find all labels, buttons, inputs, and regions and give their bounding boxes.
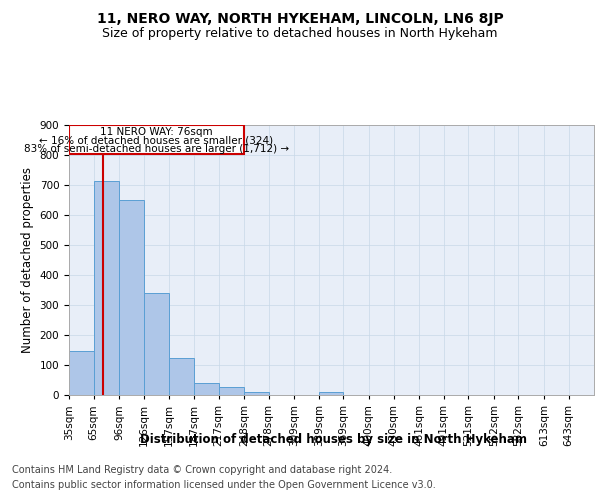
Text: 83% of semi-detached houses are larger (1,712) →: 83% of semi-detached houses are larger (…	[24, 144, 289, 154]
Y-axis label: Number of detached properties: Number of detached properties	[21, 167, 34, 353]
Bar	[169, 358, 194, 395]
Bar	[194, 383, 218, 395]
Text: ← 16% of detached houses are smaller (324): ← 16% of detached houses are smaller (32…	[40, 136, 274, 146]
Bar	[119, 200, 144, 395]
FancyBboxPatch shape	[69, 125, 244, 154]
Text: Size of property relative to detached houses in North Hykeham: Size of property relative to detached ho…	[102, 28, 498, 40]
Bar	[69, 350, 94, 395]
Text: 11, NERO WAY, NORTH HYKEHAM, LINCOLN, LN6 8JP: 11, NERO WAY, NORTH HYKEHAM, LINCOLN, LN…	[97, 12, 503, 26]
Bar	[244, 392, 269, 395]
Text: Distribution of detached houses by size in North Hykeham: Distribution of detached houses by size …	[140, 432, 527, 446]
Text: Contains public sector information licensed under the Open Government Licence v3: Contains public sector information licen…	[12, 480, 436, 490]
Bar	[319, 392, 343, 395]
Text: Contains HM Land Registry data © Crown copyright and database right 2024.: Contains HM Land Registry data © Crown c…	[12, 465, 392, 475]
Bar	[218, 386, 244, 395]
Text: 11 NERO WAY: 76sqm: 11 NERO WAY: 76sqm	[100, 128, 213, 138]
Bar	[94, 180, 119, 395]
Bar	[144, 293, 169, 395]
